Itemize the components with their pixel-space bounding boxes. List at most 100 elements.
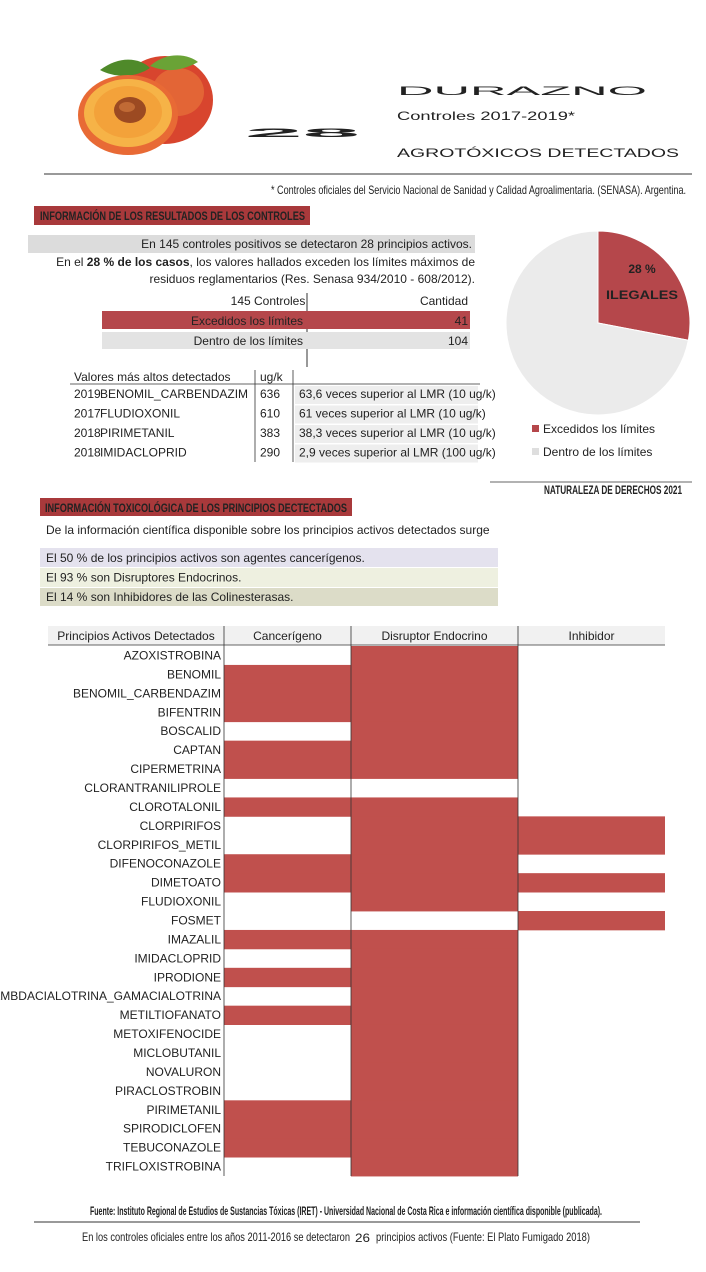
results-heading-bar	[34, 206, 310, 225]
note: 2,9 veces superior al LMR (100 ug/k)	[299, 446, 496, 460]
flag-cell	[224, 1119, 351, 1139]
flag-cell	[351, 759, 518, 779]
flag-cell	[351, 967, 518, 988]
fact-box	[40, 588, 498, 606]
substance-name: DIFENOCONAZOLE	[110, 857, 221, 871]
flag-cell	[351, 1024, 518, 1044]
flag-cell	[518, 911, 665, 931]
subtitle: Controles 2017-2019*	[397, 109, 576, 123]
pie-label: 28 %	[628, 262, 656, 276]
flag-cell	[518, 873, 665, 893]
flag-cell	[351, 816, 518, 836]
title: DURAZNO	[397, 84, 647, 98]
flag-cell	[224, 873, 351, 893]
flag-cell	[351, 1157, 518, 1177]
flag-cell	[351, 702, 518, 723]
substance-name: IMAZALIL	[168, 932, 222, 946]
flag-cell	[351, 1138, 518, 1158]
table-value: 104	[448, 334, 468, 348]
intro: En 145 controles positivos se detectaron…	[141, 237, 472, 251]
substance-name: NOVALURON	[146, 1065, 221, 1079]
substance-name: CLORPIRIFOS_METIL	[98, 838, 222, 852]
substance-name: TRIFLOXISTROBINA	[106, 1160, 221, 1174]
flag-cell	[518, 816, 665, 836]
flag-cell	[224, 1100, 351, 1120]
tox-heading-bar	[40, 498, 352, 516]
value: 636	[260, 387, 280, 401]
flag-cell	[224, 1005, 351, 1025]
note: 63,6 veces superior al LMR (10 ug/k)	[299, 387, 496, 401]
flag-cell	[224, 740, 351, 760]
substance-name: CLORANTRANILIPROLE	[84, 781, 221, 795]
flag-cell	[224, 664, 351, 685]
flag-cell	[351, 664, 518, 685]
footer-number: 26	[355, 1231, 370, 1245]
substance-name: TEBUCONAZOLE	[123, 1141, 221, 1155]
pie-slice	[505, 230, 689, 416]
substance: FLUDIOXONIL	[100, 407, 180, 421]
peach-illustration	[78, 55, 213, 155]
fact-box	[40, 548, 498, 567]
flag-cell	[351, 986, 518, 1007]
paragraph: En el 28 % de los casos, los valores hal…	[56, 255, 475, 269]
section-heading: INFORMACIÓN TOXICOLÓGICA DE LOS PRINCIPI…	[45, 500, 347, 515]
top-values-header: ug/k	[260, 370, 284, 384]
legend-swatch	[532, 425, 539, 432]
fact: El 50 % de los principios activos son ag…	[46, 551, 365, 565]
flag-cell	[224, 759, 351, 779]
substance-name: PIRIMETANIL	[147, 1103, 222, 1117]
table-value: 41	[455, 314, 469, 328]
table-label: Excedidos los límites	[191, 314, 303, 328]
legend-swatch	[532, 448, 539, 455]
tagline: AGROTÓXICOS DETECTADOS	[397, 145, 679, 160]
note-box	[295, 405, 478, 424]
substance-name: METOXIFENOCIDE	[113, 1027, 221, 1041]
table-label: Dentro de los límites	[194, 334, 303, 348]
flag-cell	[351, 929, 518, 950]
substance-name: LAMBDACIALOTRINA_GAMACIALOTRINA	[0, 989, 221, 1003]
substance: PIRIMETANIL	[100, 426, 175, 440]
flag-cell	[351, 1100, 518, 1120]
substance-name: CAPTAN	[173, 743, 221, 757]
flag-cell	[351, 797, 518, 817]
fact-box	[40, 568, 498, 587]
flag-cell	[351, 948, 518, 969]
value: 610	[260, 407, 280, 421]
pie-annotation: ILEGALES	[606, 288, 678, 302]
matrix-header-bg	[48, 626, 665, 645]
column-header: Disruptor Endocrino	[381, 629, 487, 643]
flag-cell	[351, 740, 518, 760]
substance-name: IPRODIONE	[154, 970, 221, 984]
top-values-header: Valores más altos detectados	[74, 370, 231, 384]
flag-cell	[224, 967, 351, 988]
flag-cell	[351, 683, 518, 704]
flag-cell	[351, 721, 518, 742]
legend-label: Excedidos los límites	[543, 422, 655, 436]
year: 2018	[74, 426, 101, 440]
flag-cell	[224, 854, 351, 874]
flag-cell	[351, 1119, 518, 1139]
year: 2019	[74, 387, 101, 401]
flag-cell	[351, 873, 518, 893]
legend-label: Dentro de los límites	[543, 445, 652, 459]
table-header: 145 Controles	[231, 294, 306, 308]
flag-cell	[351, 1005, 518, 1025]
footer-note: En los controles oficiales entre los año…	[82, 1230, 350, 1244]
column-header: Principios Activos Detectados	[57, 629, 214, 643]
tox-intro: De la información científica disponible …	[46, 523, 490, 537]
flag-cell	[518, 835, 665, 855]
big-number: 28	[245, 126, 363, 140]
flag-cell	[351, 1081, 518, 1101]
paragraph-part: , los valores hallados exceden los límit…	[190, 255, 476, 269]
value: 290	[260, 446, 280, 460]
note-box	[295, 386, 478, 404]
flag-cell	[351, 1062, 518, 1082]
substance: IMIDACLOPRID	[100, 446, 187, 460]
source: Fuente: Instituto Regional de Estudios d…	[90, 1204, 602, 1218]
paragraph-part: 28 % de los casos	[87, 255, 190, 269]
substance-name: IMIDACLOPRID	[134, 951, 221, 965]
value: 383	[260, 426, 280, 440]
paragraph: residuos reglamentarios (Res. Senasa 934…	[149, 272, 475, 286]
substance-name: PIRACLOSTROBIN	[115, 1084, 221, 1098]
year: 2017	[74, 407, 101, 421]
